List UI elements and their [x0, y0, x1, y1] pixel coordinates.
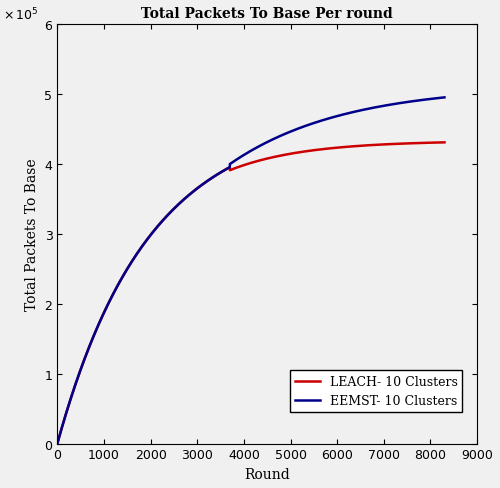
Line: EEMST- 10 Clusters: EEMST- 10 Clusters	[58, 98, 444, 444]
EEMST- 10 Clusters	[98, 315, 104, 321]
Legend: LEACH- 10 Clusters, EEMST- 10 Clusters: LEACH- 10 Clusters, EEMST- 10 Clusters	[290, 370, 463, 412]
Text: $\times\,10^5$: $\times\,10^5$	[2, 7, 38, 23]
EEMST- 10 Clusters	[54, 441, 60, 447]
Line: LEACH- 10 Clusters: LEACH- 10 Clusters	[58, 143, 444, 444]
LEACH- 10 Clusters	[54, 441, 60, 447]
LEACH- 10 Clusters	[442, 140, 448, 146]
LEACH- 10 Clusters	[203, 180, 209, 185]
EEMST- 10 Clusters	[203, 180, 209, 185]
LEACH- 10 Clusters	[220, 169, 226, 175]
EEMST- 10 Clusters	[442, 95, 448, 101]
EEMST- 10 Clusters	[220, 169, 226, 175]
Title: Total Packets To Base Per round: Total Packets To Base Per round	[142, 7, 393, 21]
LEACH- 10 Clusters	[98, 315, 104, 321]
EEMST- 10 Clusters	[434, 96, 440, 102]
LEACH- 10 Clusters	[122, 271, 128, 277]
EEMST- 10 Clusters	[122, 271, 128, 277]
LEACH- 10 Clusters	[434, 141, 440, 146]
X-axis label: Round: Round	[244, 467, 290, 481]
Y-axis label: Total Packets To Base: Total Packets To Base	[25, 158, 39, 310]
LEACH- 10 Clusters	[392, 142, 398, 147]
EEMST- 10 Clusters	[392, 102, 398, 107]
